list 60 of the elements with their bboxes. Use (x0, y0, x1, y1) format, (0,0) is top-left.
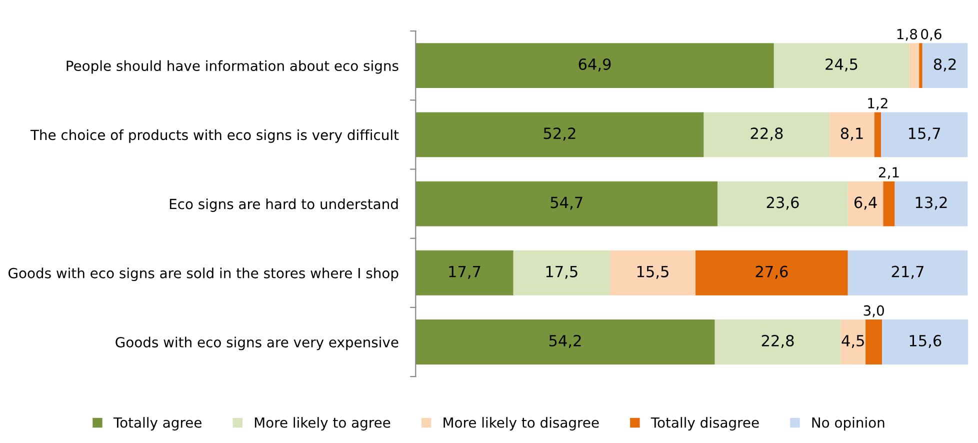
data-label: 17,5 (546, 266, 578, 279)
y-tick-label: The choice of products with eco signs is very difficult (30, 129, 399, 143)
data-label: 1,8 (897, 28, 918, 41)
bar (866, 320, 882, 364)
data-label: 15,7 (909, 128, 940, 141)
bar (416, 320, 715, 364)
data-label: 0,6 (921, 28, 942, 41)
y-tick-label: Eco signs are hard to understand (170, 198, 398, 212)
data-label: 2,1 (878, 167, 899, 180)
data-label: 21,7 (892, 266, 924, 279)
bar (774, 43, 910, 88)
data-label: 15,5 (637, 266, 668, 279)
data-label: 17,7 (449, 266, 480, 279)
y-tick-label: Goods with eco signs are sold in the stores where I shop (8, 268, 398, 282)
bar (874, 112, 881, 158)
data-label: 24,5 (826, 58, 858, 72)
legend-label: Totally disagree (650, 417, 759, 430)
data-label: 54,7 (550, 196, 582, 210)
data-label: 22,8 (762, 334, 794, 348)
bar (696, 250, 848, 296)
bar (883, 181, 895, 226)
bar (894, 181, 968, 226)
y-tick-label: Goods with eco signs are very expensive (116, 336, 398, 350)
data-label: 6,4 (854, 196, 877, 210)
data-label: 13,2 (916, 196, 947, 210)
legend-label: Totally agree (113, 417, 202, 430)
data-label: 23,6 (766, 196, 799, 210)
bar (610, 250, 696, 296)
legend-label: More likely to disagree (444, 417, 599, 430)
data-label: 8,2 (934, 58, 956, 72)
bar (881, 112, 968, 158)
data-label: 8,1 (840, 128, 863, 141)
bar (848, 181, 884, 226)
bar (416, 181, 718, 226)
data-label: 1,2 (868, 98, 888, 110)
bar (922, 43, 968, 88)
data-label: 3,0 (864, 305, 884, 318)
bar (840, 320, 866, 364)
bar (909, 43, 920, 88)
bar (714, 320, 841, 364)
data-label: 54,2 (549, 334, 581, 348)
bar (882, 320, 968, 364)
y-tick-label: People should have information about eco signs (66, 60, 398, 74)
bar (919, 43, 922, 88)
bar (416, 250, 514, 296)
legend-label: No opinion (812, 417, 884, 430)
bar (513, 250, 610, 296)
data-label: 22,8 (750, 128, 783, 141)
data-label: 4,5 (842, 335, 864, 348)
bar (416, 43, 774, 88)
legend-label: More likely to agree (254, 417, 390, 430)
data-label: 64,9 (578, 58, 611, 72)
data-label: 52,2 (544, 128, 576, 141)
data-label: 27,6 (756, 266, 788, 279)
bar (704, 112, 830, 158)
bar (718, 181, 848, 226)
data-label: 15,6 (910, 334, 942, 348)
bar (830, 112, 874, 158)
bar (848, 250, 968, 296)
bar (416, 112, 704, 158)
